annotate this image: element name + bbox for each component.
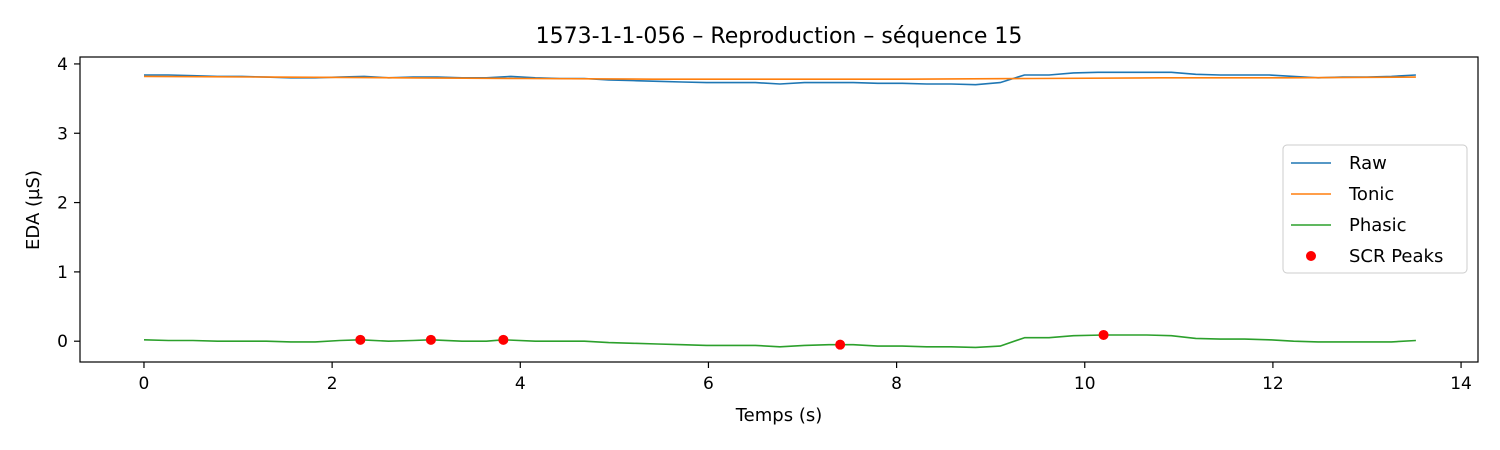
scr-peaks-layer <box>355 329 1109 350</box>
x-tick-label: 6 <box>703 374 714 394</box>
plot-area <box>79 56 1479 363</box>
y-tick-label: 1 <box>57 263 68 283</box>
chart-title: 1573-1-1-056 – Reproduction – séquence 1… <box>536 24 1023 49</box>
y-tick-label: 0 <box>57 332 68 352</box>
y-tick-label: 2 <box>57 194 68 214</box>
legend-swatch-scr-peaks <box>1306 251 1316 261</box>
legend-label: Raw <box>1349 153 1387 174</box>
x-tick-label: 14 <box>1450 374 1472 394</box>
y-axis-label: EDA (µS) <box>23 170 44 250</box>
legend-label: Tonic <box>1348 184 1394 205</box>
x-tick-label: 2 <box>327 374 338 394</box>
scr-peak-point <box>355 334 366 345</box>
scr-peak-point <box>1098 329 1109 340</box>
scr-peak-point <box>498 334 509 345</box>
legend-label: Phasic <box>1349 215 1407 236</box>
series-line-tonic <box>143 75 1416 80</box>
x-tick-label: 10 <box>1074 374 1096 394</box>
y-tick-label: 4 <box>57 55 68 75</box>
series-line-raw <box>144 71 1416 86</box>
legend-box <box>1282 144 1468 274</box>
x-axis-label: Temps (s) <box>735 405 823 426</box>
x-tick-label: 8 <box>891 374 902 394</box>
x-tick-label: 12 <box>1262 374 1284 394</box>
legend: Raw Tonic Phasic SCR Peaks <box>1282 144 1468 274</box>
x-tick-label: 4 <box>515 374 526 394</box>
x-tick-label: 0 <box>139 374 150 394</box>
scr-peak-point <box>425 334 436 345</box>
plot-frame <box>79 56 1479 363</box>
legend-label: SCR Peaks <box>1349 246 1443 267</box>
y-tick-label: 3 <box>57 124 68 144</box>
scr-peak-point <box>835 339 846 350</box>
